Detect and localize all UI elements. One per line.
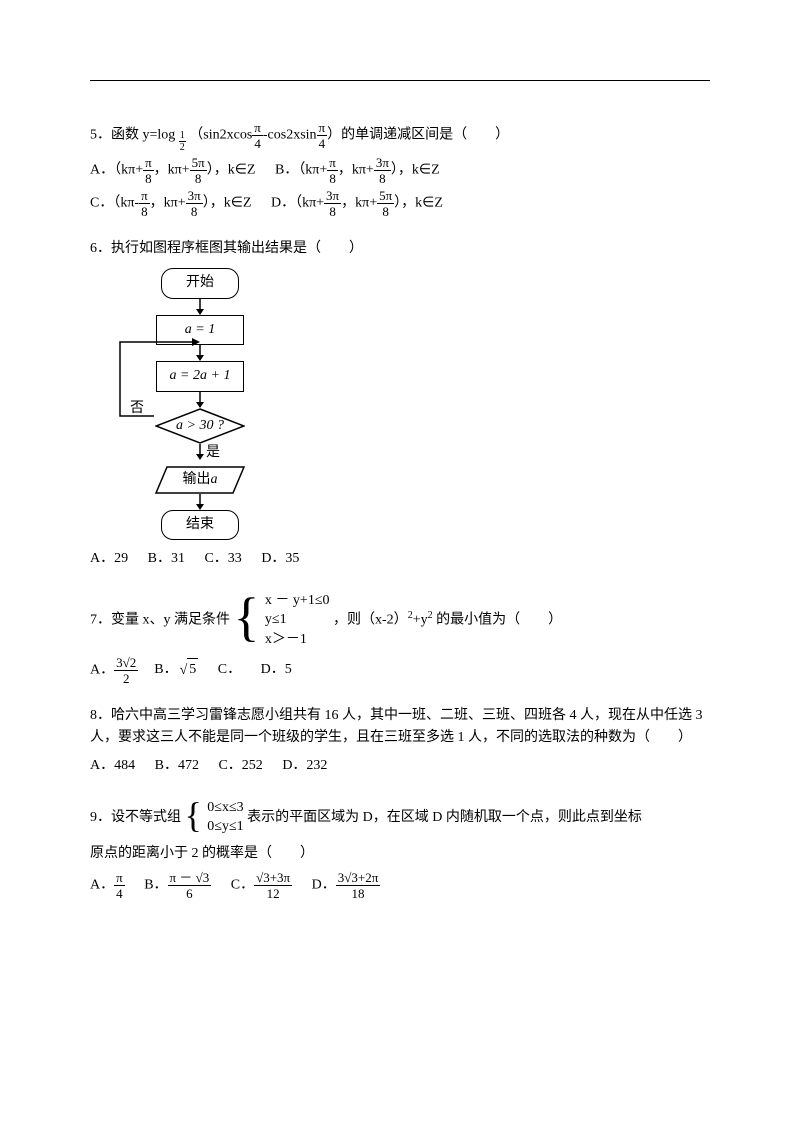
q5-options-row2: C．（kπ-π8，kπ+3π8），k∈Z D．（kπ+3π8，kπ+5π8），k…: [90, 189, 710, 218]
question-7: 7．变量 x、y 满足条件 { x － y+1≤0 y≤1 x＞－1 ，则（x-…: [90, 591, 710, 685]
q5-arg-frac1: π4: [252, 121, 263, 150]
q7-number: 7．: [90, 612, 111, 627]
q9-optD: D．3√3+2π18: [312, 871, 381, 900]
q7-optB: B．5: [154, 658, 198, 681]
question-5: 5．函数 y=log 1 2 （sin2xcosπ4-cos2xsinπ4）的单…: [90, 121, 710, 218]
flow-no-label: 否: [130, 398, 144, 420]
q9-number: 9．: [90, 810, 111, 825]
q6-optA: A．29: [90, 548, 128, 570]
q5-optC: C．（kπ-π8，kπ+3π8），k∈Z: [90, 189, 251, 218]
q8-optA: A．484: [90, 755, 135, 777]
q9-stem-line1: 9．设不等式组 { 0≤x≤3 0≤y≤1 表示的平面区域为 D，在区域 D 内…: [90, 798, 710, 837]
question-9: 9．设不等式组 { 0≤x≤3 0≤y≤1 表示的平面区域为 D，在区域 D 内…: [90, 798, 710, 901]
q5-stem: 5．函数 y=log 1 2 （sin2xcosπ4-cos2xsinπ4）的单…: [90, 121, 710, 150]
q8-optD: D．232: [282, 755, 327, 777]
q8-optC: C．252: [218, 755, 262, 777]
flow-arrow: [110, 444, 290, 460]
q7-optD: D．5: [261, 659, 292, 681]
q5-stem-pre: 函数 y=log: [111, 128, 175, 143]
q8-options: A．484 B．472 C．252 D．232: [90, 755, 710, 777]
q5-arg-part1: （sin2xcos: [189, 128, 252, 143]
flow-arrow: [110, 345, 290, 361]
q6-stem: 6．执行如图程序框图其输出结果是（ ）: [90, 238, 710, 260]
q5-options-row1: A．（kπ+π8，kπ+5π8），k∈Z B．（kπ+π8，kπ+3π8），k∈…: [90, 156, 710, 185]
q6-optC: C．33: [204, 548, 241, 570]
q5-arg-frac2: π4: [317, 121, 328, 150]
q7-optC: C．: [218, 659, 241, 681]
q6-optB: B．31: [148, 548, 185, 570]
q6-flowchart: 开始 a = 1 a = 2a + 1 否 a > 30 ? 是 输出a 结束: [110, 268, 290, 540]
flow-output: 输出a: [155, 466, 245, 494]
q7-stem: 7．变量 x、y 满足条件 { x － y+1≤0 y≤1 x＞－1 ，则（x-…: [90, 591, 710, 650]
q9-optB: B．π － √36: [144, 871, 211, 900]
q6-optD: D．35: [261, 548, 299, 570]
q7-options: A．3√22 B．5 C． D．5: [90, 656, 710, 685]
q6-options: A．29 B．31 C．33 D．35: [90, 548, 710, 570]
flow-arrow: [110, 299, 290, 315]
q7-system: { x － y+1≤0 y≤1 x＞－1: [234, 591, 330, 650]
q5-optB: B．（kπ+π8，kπ+3π8），k∈Z: [275, 156, 440, 185]
q8-optB: B．472: [155, 755, 199, 777]
q5-number: 5．: [90, 128, 111, 143]
q8-stem: 8．哈六中高三学习雷锋志愿小组共有 16 人，其中一班、二班、三班、四班各 4 …: [90, 705, 710, 750]
q9-system: { 0≤x≤3 0≤y≤1: [185, 798, 244, 837]
q9-stem-line2: 原点的距离小于 2 的概率是（ ）: [90, 843, 710, 865]
q5-optD: D．（kπ+3π8，kπ+5π8），k∈Z: [271, 189, 443, 218]
q6-number: 6．: [90, 241, 111, 256]
question-6: 6．执行如图程序框图其输出结果是（ ） 开始 a = 1 a = 2a + 1 …: [90, 238, 710, 571]
q5-arg-part2: cos2xsin: [268, 128, 317, 143]
q9-options: A．π4 B．π － √36 C．√3+3π12 D．3√3+2π18: [90, 871, 710, 900]
page-rule: [90, 80, 710, 81]
flow-cond: a > 30 ?: [155, 408, 245, 444]
question-8: 8．哈六中高三学习雷锋志愿小组共有 16 人，其中一班、二班、三班、四班各 4 …: [90, 705, 710, 778]
q5-optA: A．（kπ+π8，kπ+5π8），k∈Z: [90, 156, 255, 185]
q9-optC: C．√3+3π12: [231, 871, 292, 900]
flow-arrow: [110, 494, 290, 510]
q5-log-base: 1 2: [179, 130, 186, 153]
q5-stem-post: ）的单调递减区间是（ ）: [327, 128, 509, 143]
q7-optA: A．3√22: [90, 656, 138, 685]
q8-number: 8．: [90, 708, 111, 723]
q9-optA: A．π4: [90, 871, 125, 900]
